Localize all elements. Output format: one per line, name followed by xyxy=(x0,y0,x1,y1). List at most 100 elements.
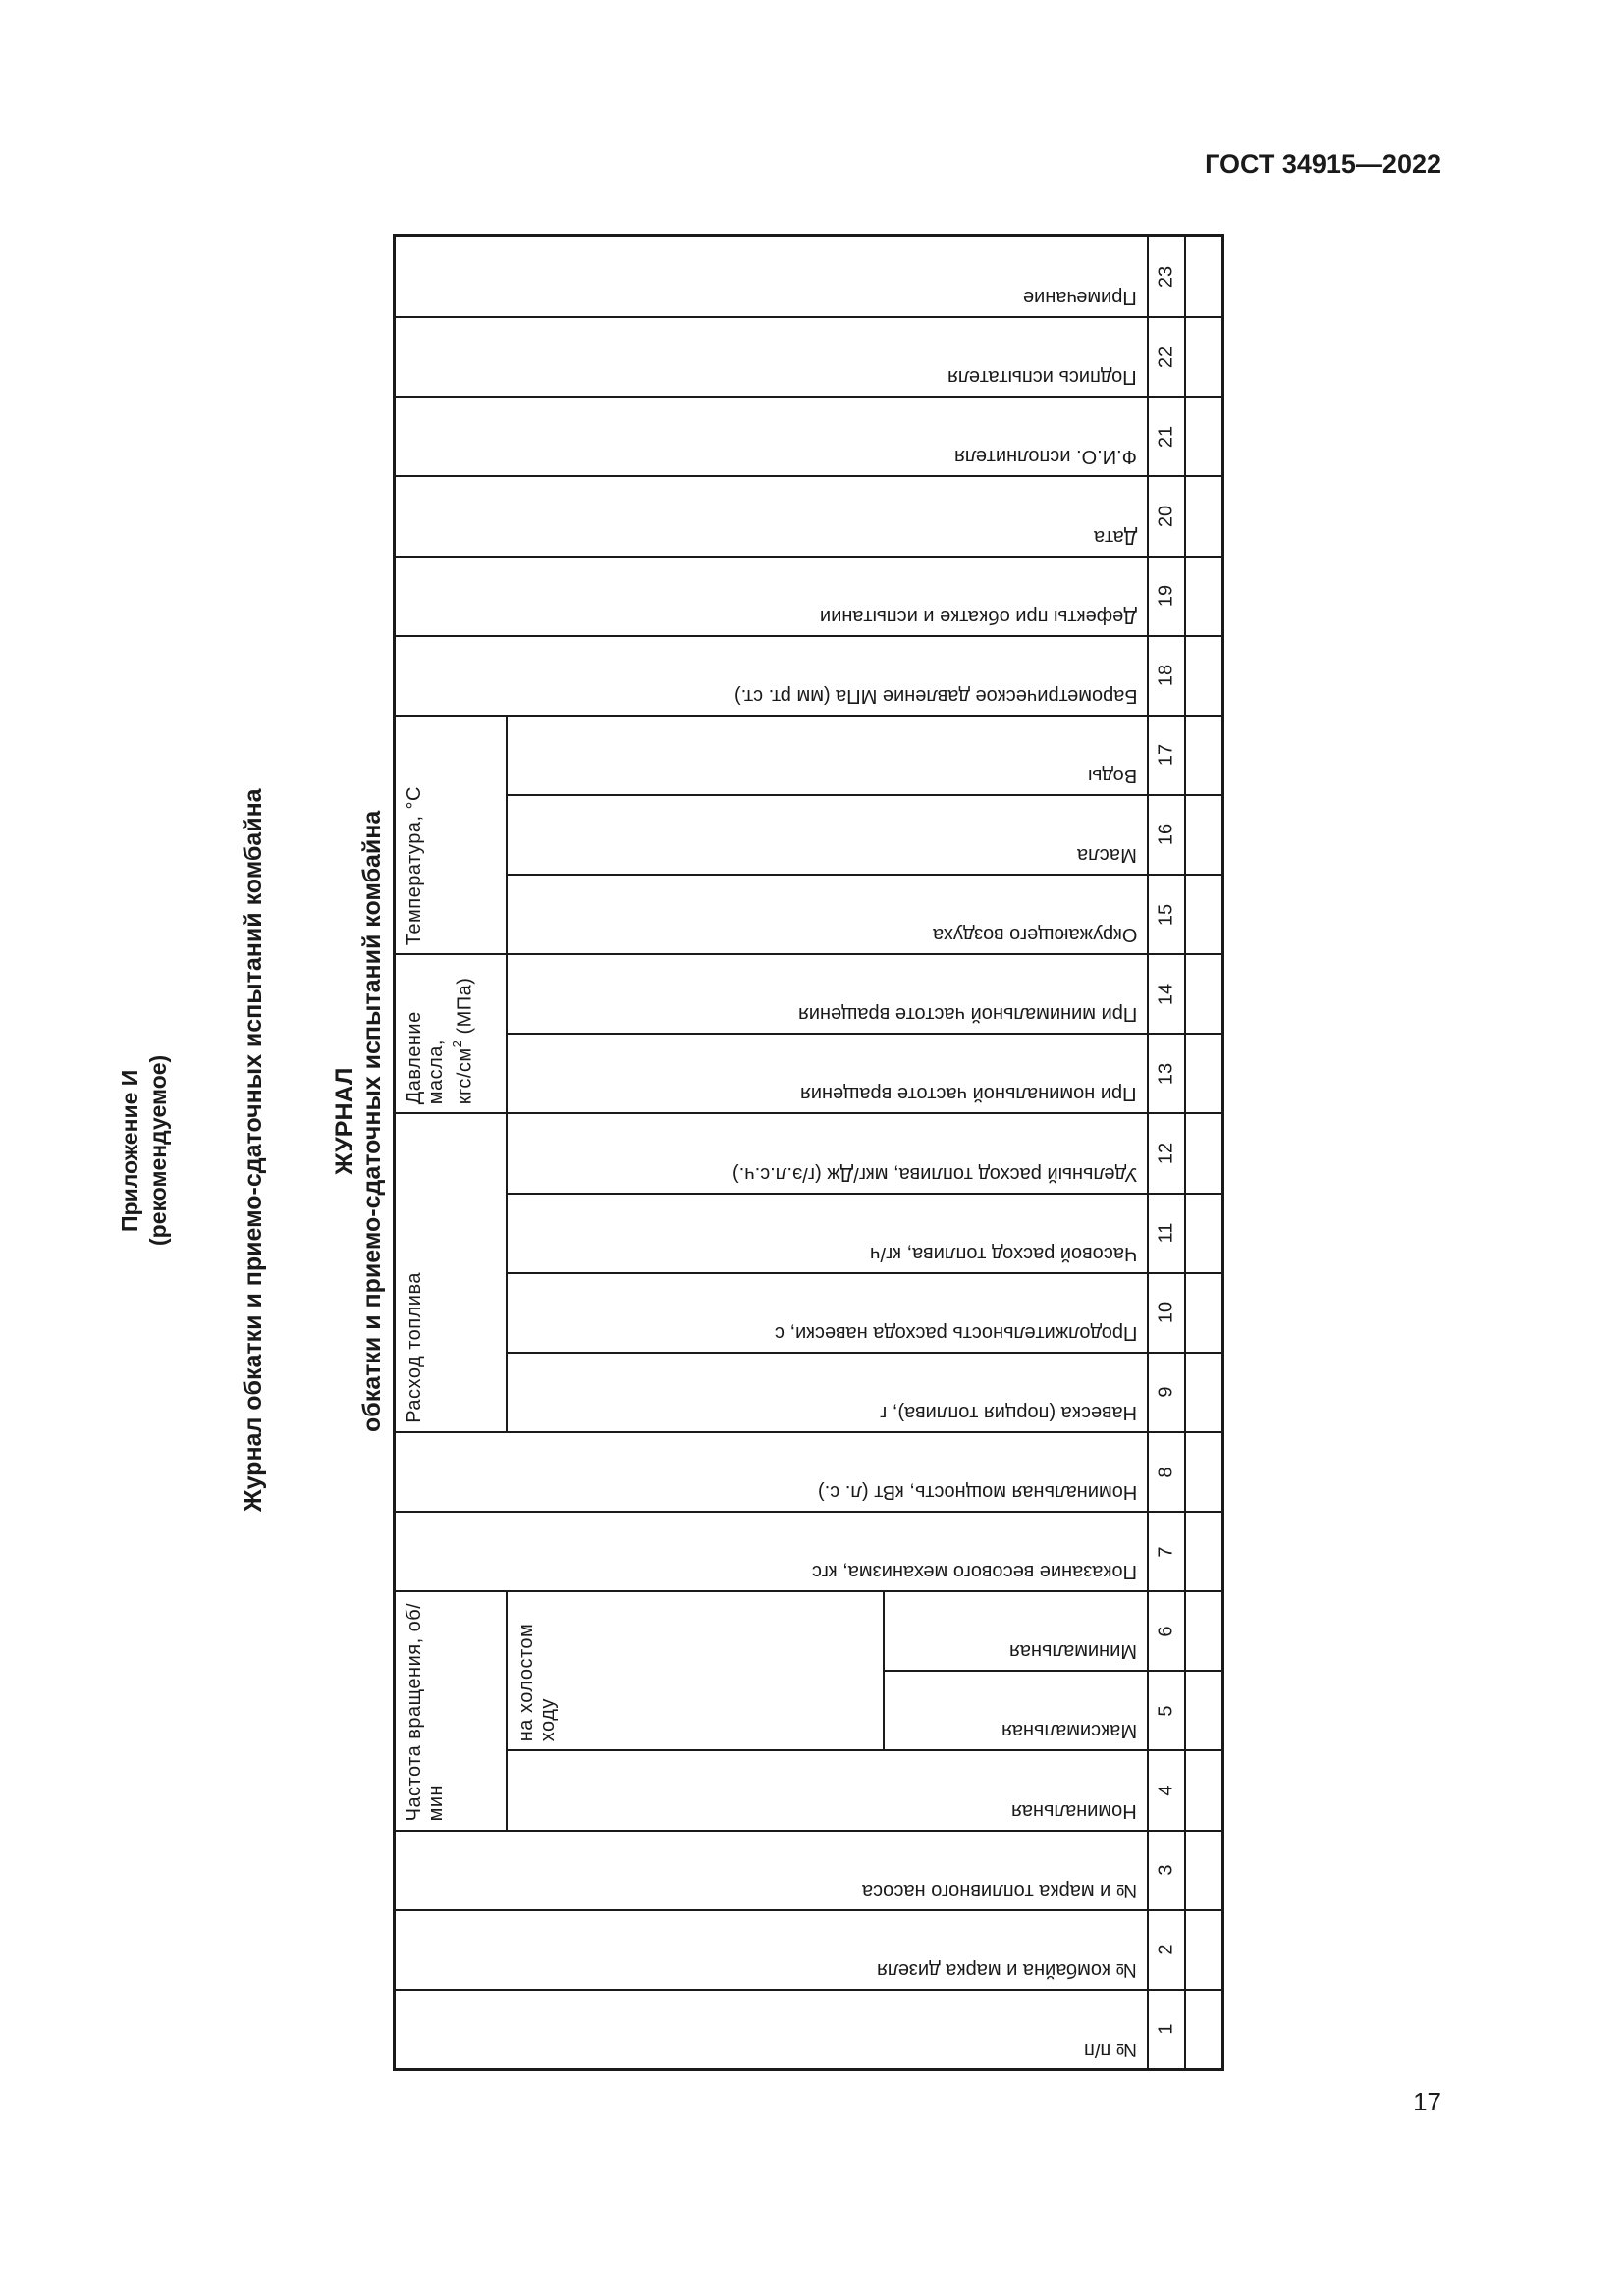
group-label: Расход топлива xyxy=(404,1272,425,1423)
column-number-cell: 6 xyxy=(1149,1590,1186,1671)
header-cell: Продолжительность расхода навески, с xyxy=(508,1271,1149,1352)
header-cell: Удельный расход топлива, мкг/Дж (г/э.л.с… xyxy=(508,1112,1149,1193)
group-rotation-speed: Частота вращения, об/мин xyxy=(396,1590,508,1830)
group-rotation-speed-label: Частота вращения, об/мин xyxy=(404,1592,447,1822)
group-oil-pressure-label: Давление масла, кгс/см2 (МПа) xyxy=(404,955,476,1105)
column-number: 16 xyxy=(1155,824,1177,846)
superscript: 2 xyxy=(450,1040,464,1048)
column-label: Барометрическое давление МПа (мм рт. ст.… xyxy=(733,684,1137,707)
column-number-cell: 17 xyxy=(1149,714,1186,794)
header-cell: При минимальной частоте вращения xyxy=(508,953,1149,1034)
empty-cell[interactable] xyxy=(1186,1590,1221,1670)
column-number-cell: 13 xyxy=(1149,1033,1186,1113)
column-number-cell: 20 xyxy=(1149,475,1186,556)
column-number: 5 xyxy=(1155,1705,1177,1717)
column-number: 11 xyxy=(1155,1222,1177,1244)
group-label: (МПа) xyxy=(454,977,476,1041)
empty-cell[interactable] xyxy=(1186,1749,1221,1829)
empty-cell[interactable] xyxy=(1186,555,1221,635)
column-label: Подпись испытателя xyxy=(947,366,1137,389)
column-number-cell: 12 xyxy=(1149,1112,1186,1193)
journal-title: ЖУРНАЛ xyxy=(331,1067,358,1175)
column-number-cell: 4 xyxy=(1149,1749,1186,1830)
header-cell: № комбайна и марка дизеля xyxy=(396,1908,1149,1989)
column-number-cell: 14 xyxy=(1149,953,1186,1034)
column-number: 15 xyxy=(1155,903,1177,926)
header-cell: Максимальная xyxy=(885,1670,1149,1750)
column-label: Примечание xyxy=(1023,287,1137,309)
column-label: Номинальная мощность, кВт (л. с.) xyxy=(817,1481,1137,1504)
empty-cell[interactable] xyxy=(1186,1908,1221,1989)
header-cell: Номинальная xyxy=(508,1749,1149,1830)
column-label: Максимальная xyxy=(1001,1720,1137,1742)
column-number: 2 xyxy=(1155,1944,1177,1955)
empty-cell[interactable] xyxy=(1186,1430,1221,1511)
header-cell: № п/п xyxy=(396,1988,1149,2068)
empty-cell[interactable] xyxy=(1186,714,1221,794)
empty-cell[interactable] xyxy=(1186,396,1221,475)
header-cell: Минимальная xyxy=(885,1590,1149,1671)
column-number: 13 xyxy=(1155,1062,1177,1085)
column-label: Окружающего воздуха xyxy=(932,924,1137,946)
column-number: 6 xyxy=(1155,1626,1177,1637)
empty-cell[interactable] xyxy=(1186,1829,1221,1909)
column-number-cell: 21 xyxy=(1149,396,1186,476)
column-label: Минимальная xyxy=(1008,1640,1137,1663)
header-cell: № и марка топливного насоса xyxy=(396,1829,1149,1909)
appendix-title: Журнал обкатки и приемо-сдаточных испыта… xyxy=(240,788,267,1513)
group-fuel-consumption-label: Расход топлива xyxy=(404,1272,425,1423)
empty-cell[interactable] xyxy=(1186,1511,1221,1590)
column-number-cell: 9 xyxy=(1149,1351,1186,1431)
appendix-heading: Приложение И (рекомендуемое) xyxy=(110,738,179,1563)
column-label: Номинальная xyxy=(1011,1799,1137,1822)
column-number-cell: 5 xyxy=(1149,1670,1186,1750)
column-number-cell: 16 xyxy=(1149,793,1186,875)
column-number: 23 xyxy=(1155,265,1177,288)
column-number: 7 xyxy=(1155,1546,1177,1558)
group-idle-label: на холостом ходу xyxy=(515,1592,559,1742)
appendix-status: (рекомендуемое) xyxy=(145,1054,171,1247)
group-label: Частота вращения, об/мин xyxy=(404,1602,447,1822)
empty-cell[interactable] xyxy=(1186,1988,1221,2068)
group-label: Давление масла, xyxy=(404,1011,447,1105)
empty-cell[interactable] xyxy=(1186,874,1221,953)
header-cell: Навеска (порция топлива), г xyxy=(508,1351,1149,1431)
group-oil-pressure: Давление масла, кгс/см2 (МПа) xyxy=(396,953,508,1113)
group-label: кгс/см xyxy=(454,1047,476,1105)
column-number: 3 xyxy=(1155,1864,1177,1876)
standard-number: ГОСТ 34915—2022 xyxy=(1205,149,1441,179)
empty-cell[interactable] xyxy=(1186,634,1221,715)
empty-cell[interactable] xyxy=(1186,1112,1221,1192)
column-number: 8 xyxy=(1155,1466,1177,1478)
column-number-cell: 22 xyxy=(1149,316,1186,397)
header-cell: Окружающего воздуха xyxy=(508,874,1149,954)
column-number: 17 xyxy=(1155,744,1177,767)
empty-cell[interactable] xyxy=(1186,1033,1221,1112)
empty-cell[interactable] xyxy=(1186,1351,1221,1431)
column-number-cell: 3 xyxy=(1149,1829,1186,1909)
column-label: № п/п xyxy=(1083,2038,1137,2060)
empty-cell[interactable] xyxy=(1186,1670,1221,1749)
column-label: При минимальной частоте вращения xyxy=(797,1003,1137,1026)
group-label: Температура, °С xyxy=(404,785,425,946)
column-number-cell: 15 xyxy=(1149,874,1186,954)
header-cell: Номинальная мощность, кВт (л. с.) xyxy=(396,1430,1149,1512)
empty-cell[interactable] xyxy=(1186,316,1221,396)
column-number-cell: 2 xyxy=(1149,1908,1186,1989)
empty-cell[interactable] xyxy=(1186,475,1221,555)
column-label: Масла xyxy=(1077,844,1137,867)
header-cell: Дата xyxy=(396,475,1149,556)
empty-cell[interactable] xyxy=(1186,1271,1221,1352)
empty-cell[interactable] xyxy=(1186,953,1221,1033)
journal-table: № п/п 1 № комбайна и марка дизеля 2 № и марк… xyxy=(393,234,1224,2071)
empty-cell[interactable] xyxy=(1186,237,1221,316)
column-number-cell: 10 xyxy=(1149,1271,1186,1352)
header-cell: Подпись испытателя xyxy=(396,316,1149,397)
empty-cell[interactable] xyxy=(1186,793,1221,874)
column-number: 14 xyxy=(1155,983,1177,1005)
empty-cell[interactable] xyxy=(1186,1192,1221,1272)
column-label: Показание весового механизма, кгс xyxy=(811,1561,1137,1583)
column-number-cell: 8 xyxy=(1149,1430,1186,1512)
column-number: 22 xyxy=(1155,346,1177,368)
header-cell: При номинальной частоте вращения xyxy=(508,1033,1149,1113)
